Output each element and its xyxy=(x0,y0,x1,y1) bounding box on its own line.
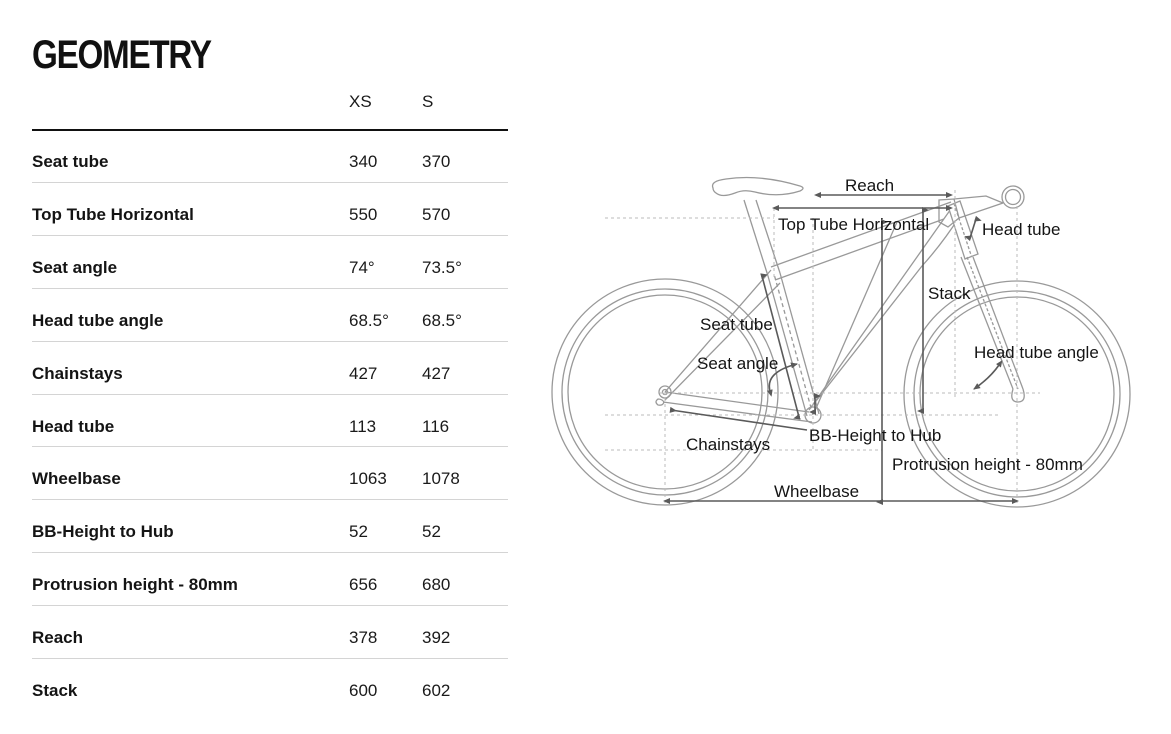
svg-text:Reach: Reach xyxy=(845,176,894,195)
svg-text:Chainstays: Chainstays xyxy=(686,435,770,454)
svg-text:Seat tube: Seat tube xyxy=(700,315,773,334)
svg-text:Top Tube Horizontal: Top Tube Horizontal xyxy=(778,215,929,234)
svg-text:Head tube angle: Head tube angle xyxy=(974,343,1099,362)
svg-text:BB-Height to Hub: BB-Height to Hub xyxy=(809,426,941,445)
svg-text:Protrusion height - 80mm: Protrusion height - 80mm xyxy=(892,455,1083,474)
svg-text:Seat angle: Seat angle xyxy=(697,354,778,373)
svg-text:Stack: Stack xyxy=(928,284,971,303)
svg-text:Wheelbase: Wheelbase xyxy=(774,482,859,501)
svg-text:Head tube: Head tube xyxy=(982,220,1060,239)
